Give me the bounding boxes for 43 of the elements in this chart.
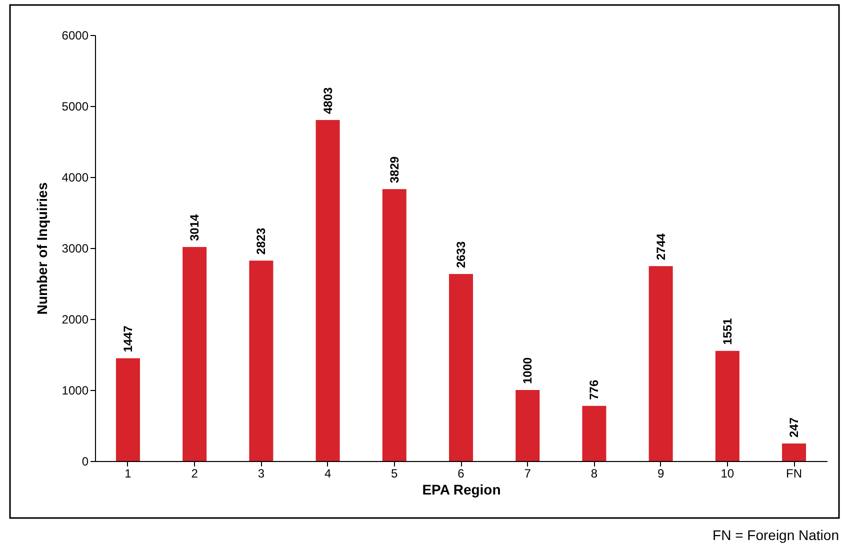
y-axis-title: Number of Inquiries	[34, 182, 50, 315]
bar	[782, 443, 806, 461]
data-label: 2633	[454, 241, 468, 268]
data-label: 2744	[654, 233, 668, 260]
data-label: 4803	[320, 86, 335, 114]
x-tick-label: 10	[720, 466, 734, 480]
bar	[316, 120, 340, 461]
bar	[382, 189, 406, 461]
y-tick-label: 5000	[62, 100, 89, 114]
x-tick-label: 2	[191, 466, 198, 480]
bar	[249, 260, 274, 461]
x-tick-label: FN	[786, 466, 802, 480]
bar	[582, 406, 606, 461]
x-tick-label: 5	[391, 466, 398, 480]
data-label: 3829	[387, 156, 402, 184]
x-tick-label: 7	[524, 466, 532, 480]
x-tick-label: 8	[590, 466, 598, 480]
bar	[449, 274, 473, 461]
x-tick-label: 3	[258, 466, 265, 480]
y-tick-label: 1000	[62, 384, 89, 398]
bar	[516, 390, 540, 461]
data-label: 3014	[188, 214, 202, 242]
y-tick-label: 0	[82, 454, 89, 468]
x-tick-label: 9	[657, 466, 664, 480]
x-tick-label: 6	[458, 466, 465, 480]
bar	[182, 247, 207, 461]
y-tick-label: 6000	[62, 28, 89, 42]
x-tick-label: 4	[324, 466, 332, 480]
x-tick-label: 1	[124, 466, 132, 480]
data-label: 1551	[720, 318, 734, 345]
text: FN = Foreign Nation	[712, 527, 839, 543]
y-tick-label: 4000	[62, 170, 89, 184]
bar	[116, 358, 140, 461]
data-label: 1000	[520, 356, 535, 384]
x-axis-title: EPA Region	[422, 482, 501, 498]
data-label: 2823	[254, 228, 268, 255]
bar	[715, 350, 740, 461]
y-tick-label: 2000	[62, 312, 89, 326]
bar	[648, 266, 673, 461]
data-label: 1447	[120, 325, 135, 352]
data-label: 776	[587, 380, 602, 400]
data-label: 247	[787, 417, 802, 438]
y-tick-label: 3000	[62, 242, 89, 256]
